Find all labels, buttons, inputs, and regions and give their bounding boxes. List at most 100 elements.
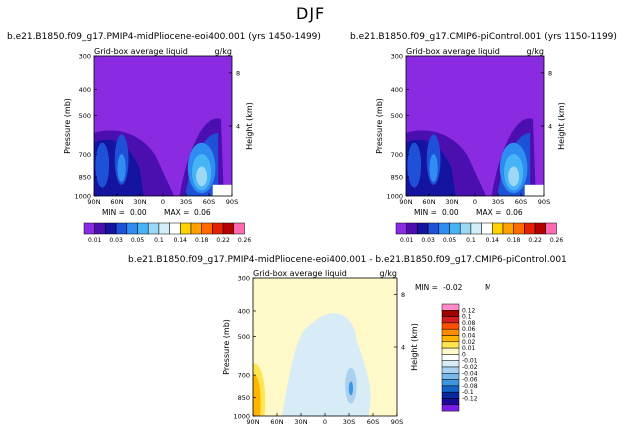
colorbar-label: 0.01 (462, 345, 476, 352)
field-group (406, 56, 544, 196)
y-tick-label: 400 (391, 86, 403, 94)
colorbar-box (441, 366, 460, 374)
y-tick-label: 300 (238, 275, 250, 283)
nh-contour-5 (117, 154, 126, 182)
nh-contour-5 (429, 154, 438, 182)
colorbar-label: 0.18 (507, 237, 521, 244)
subtitle-left: Grid-box average liquid (253, 269, 347, 278)
colorbar-box (441, 341, 460, 349)
x-tick-label: 60N (422, 198, 435, 206)
y-tick-label: 300 (79, 53, 91, 61)
panel2-chart: Grid-box average liquid g/kg 300 400 500 700 8… (375, 47, 566, 244)
sh-contour-5 (196, 166, 208, 187)
x-tick-label: 90N (87, 198, 100, 206)
y-tick-label: 850 (391, 174, 403, 182)
colorbar-box (441, 322, 460, 330)
colorbar-box (427, 222, 440, 235)
colorbar-box (438, 222, 450, 235)
y-axis-title: Pressure (mb) (375, 98, 384, 154)
x-tick-label: 30S (180, 198, 192, 206)
diff-chart: Grid-box average liquid g/kg3004005007008… (222, 269, 490, 426)
colorbar-box (481, 222, 493, 235)
colorbar-box (94, 222, 106, 235)
subtitle-left: Grid-box average liquid (94, 47, 188, 56)
y-tick-label: 1000 (74, 193, 91, 201)
colorbar-label: 0.03 (109, 237, 123, 244)
neg-contour-3 (348, 381, 354, 396)
x-tick-label: 90N (246, 418, 259, 426)
max-label: MAX = (164, 208, 189, 217)
colorbar-box (137, 222, 149, 235)
colorbar-box (441, 379, 460, 387)
y-right-tick-label: 4 (236, 123, 240, 131)
colorbar-box (441, 373, 460, 380)
max-label: MAX = (476, 208, 501, 217)
min-value: 0.00 (130, 208, 147, 217)
x-tick-label: 60N (110, 198, 123, 206)
colorbar-box (441, 310, 460, 317)
colorbar-label: -0.04 (462, 370, 478, 377)
colorbar-box (158, 222, 170, 235)
colorbar-label: -0.12 (462, 396, 478, 403)
subtitle-left: Grid-box average liquid (406, 47, 500, 56)
colorbar-box (190, 222, 202, 235)
y-axis-title: Pressure (mb) (222, 319, 231, 375)
y-right-tick-label: 4 (401, 344, 405, 352)
x-tick-label: 0 (473, 198, 477, 206)
colorbar-box (441, 391, 460, 399)
x-tick-label: 30S (492, 198, 504, 206)
colorbar-label: 0.26 (550, 237, 564, 244)
colorbar-box (105, 222, 117, 235)
colorbar-label: -0.1 (462, 389, 474, 396)
sh-contour-5 (508, 166, 520, 187)
x-tick-label: 60S (367, 418, 379, 426)
colorbar-box (441, 360, 460, 368)
min-label: MIN = (414, 208, 437, 217)
nh-contour-3 (407, 142, 422, 188)
y-tick-label: 700 (79, 151, 91, 159)
y-tick-label: 700 (238, 372, 250, 380)
colorbar-label: 0.1 (466, 237, 476, 244)
colorbar-box (492, 222, 504, 235)
y-tick-label: 500 (391, 112, 403, 120)
y-tick-label: 300 (391, 53, 403, 61)
colorbar-box (212, 222, 224, 235)
y-tick-label: 1000 (233, 413, 250, 421)
y-right-axis-title: Height (km) (557, 102, 566, 150)
colorbar-box (233, 222, 245, 235)
x-tick-label: 90N (399, 198, 412, 206)
colorbar-box (502, 222, 514, 235)
x-tick-label: 0 (161, 198, 165, 206)
min-label: MIN = (415, 283, 438, 292)
subtitle-units: g/kg (215, 47, 232, 56)
colorbar-label: -0.01 (462, 358, 478, 365)
colorbar-box (441, 354, 460, 361)
min-label: MIN = (102, 208, 125, 217)
panel2-title: b.e21.B1850.f09_g17.CMIP6-piControl.001 … (350, 32, 617, 42)
y-tick-label: 850 (238, 394, 250, 402)
pos-contour-2 (253, 374, 261, 416)
colorbar-box (406, 222, 418, 235)
y-tick-label: 850 (79, 174, 91, 182)
colorbar-label: 0.04 (462, 333, 476, 340)
colorbar-box (441, 328, 460, 336)
colorbar-box (545, 222, 557, 235)
field-group (253, 278, 397, 416)
max-value: 0.06 (506, 208, 523, 217)
y-tick-label: 400 (79, 86, 91, 94)
colorbar-label: 0.26 (238, 237, 252, 244)
colorbar-box (441, 385, 460, 393)
y-right-axis-title: Height (km) (245, 102, 254, 150)
colorbar-box (470, 222, 482, 235)
colorbar-label: -0.02 (462, 364, 478, 371)
y-right-tick-label: 8 (236, 69, 240, 77)
colorbar-box (395, 222, 407, 235)
colorbar-label: 0.03 (421, 237, 435, 244)
x-tick-label: 30N (133, 198, 146, 206)
colorbar-box (441, 303, 460, 311)
y-right-tick-label: 4 (548, 123, 552, 131)
colorbar-box (449, 222, 461, 235)
colorbar-box (534, 222, 547, 235)
colorbar-box (441, 398, 460, 406)
x-tick-label: 60S (515, 198, 527, 206)
